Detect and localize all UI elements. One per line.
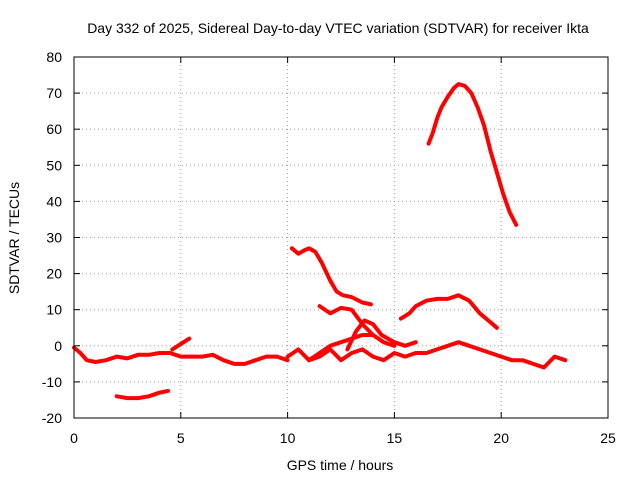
series-arc-10: [426, 82, 519, 227]
y-tick-label: 40: [46, 193, 62, 209]
x-tick-label: 10: [280, 430, 296, 446]
y-tick-label: -10: [42, 374, 62, 390]
x-tick-label: 0: [70, 430, 78, 446]
x-axis-label: GPS time / hours: [287, 457, 394, 473]
axis-ticks: 0 5 10 15 20 25 -20 -10 0 10 20 30 40 50 60 70 80: [42, 49, 616, 446]
y-tick-label: 20: [46, 266, 62, 282]
series-arc-3: [114, 388, 170, 401]
series-arc-9: [398, 293, 499, 330]
y-tick-label: 0: [54, 338, 62, 354]
y-tick-label: 70: [46, 85, 62, 101]
series-arc-5: [289, 246, 373, 307]
y-tick-label: -20: [42, 410, 62, 426]
x-tick-label: 5: [177, 430, 185, 446]
y-tick-label: 80: [46, 49, 62, 65]
x-tick-label: 25: [600, 430, 616, 446]
y-tick-label: 30: [46, 230, 62, 246]
series-arc-7: [345, 318, 418, 352]
series-arc-8: [307, 333, 375, 363]
y-tick-label: 50: [46, 157, 62, 173]
chart-title: Day 332 of 2025, Sidereal Day-to-day VTE…: [87, 20, 589, 36]
series-arc-2: [285, 340, 568, 370]
series-arc-1: [72, 345, 290, 366]
series-arc-4: [170, 336, 192, 352]
y-tick-label: 10: [46, 302, 62, 318]
series-arc-6: [317, 304, 397, 348]
grid: [74, 57, 608, 418]
data-series: [72, 82, 568, 401]
y-tick-label: 60: [46, 121, 62, 137]
x-tick-label: 15: [387, 430, 403, 446]
y-axis-label: SDTVAR / TECUs: [6, 182, 22, 294]
x-tick-label: 20: [493, 430, 509, 446]
